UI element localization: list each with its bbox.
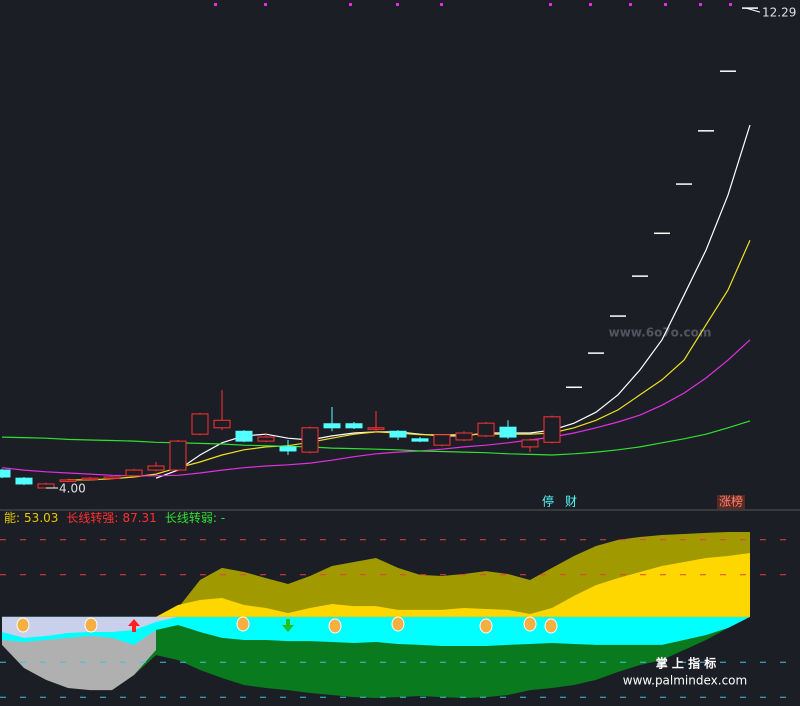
hand-icon	[84, 617, 98, 633]
signal-dot	[396, 3, 399, 6]
watermark: www.6o7o.com	[609, 326, 712, 340]
candle-body	[0, 469, 11, 478]
candle-body	[213, 419, 231, 429]
candle-body	[521, 439, 539, 448]
watermark: www.palmindex.com	[623, 674, 747, 688]
signal-dot	[629, 3, 632, 6]
signal-dot	[549, 3, 552, 6]
labels: 12.29 4.00 停财 涨榜能: 53.03 长线转强: 87.31 长线转弱: - 掌 上 …	[4, 6, 796, 688]
hand-icon	[544, 618, 558, 634]
candle-body	[169, 440, 187, 471]
indicator-area	[156, 553, 750, 617]
candle-body	[279, 446, 297, 452]
moving-average-line	[155, 124, 751, 479]
candle-body	[367, 427, 385, 430]
candle-body	[37, 483, 55, 489]
indicator-value: 53.03	[24, 511, 58, 525]
signal-label: 涨榜	[719, 494, 743, 509]
indicator-name: 能:	[4, 511, 20, 525]
top-signal-dots	[214, 3, 732, 6]
price-panel: www.6o7o.com	[0, 7, 761, 489]
candle-body	[103, 476, 121, 480]
signal-icons	[16, 616, 558, 634]
hand-icon	[16, 617, 30, 633]
hand-icon	[479, 618, 493, 634]
hand-icon	[236, 616, 250, 632]
indicator-header: 能: 53.03 长线转强: 87.31 长线转弱: -	[4, 510, 225, 525]
candle-body	[543, 416, 561, 443]
candle-body	[125, 469, 143, 477]
candle-body	[345, 423, 363, 429]
candle-body	[257, 436, 275, 442]
candle-body	[301, 427, 319, 453]
min-price-label: 4.00	[59, 482, 86, 496]
watermark: 掌 上 指 标	[656, 656, 717, 671]
candle-body	[389, 430, 407, 438]
candle-body	[499, 426, 517, 438]
signal-badge	[717, 495, 745, 509]
candle-body	[81, 477, 99, 481]
max-arrow	[745, 7, 761, 13]
up-arrow	[128, 619, 140, 632]
signal-dot	[440, 3, 443, 6]
signal-dot	[664, 3, 667, 6]
signal-label: 停	[542, 494, 554, 509]
indicator-name: 长线转强:	[66, 510, 118, 525]
indicator-value: 87.31	[122, 511, 156, 525]
candle-body	[433, 434, 451, 446]
signal-dot	[589, 3, 592, 6]
signal-dot	[264, 3, 267, 6]
candle-body	[191, 413, 209, 435]
indicator-name: 长线转弱:	[165, 510, 217, 525]
indicator-value: -	[221, 511, 225, 525]
candle-body	[235, 430, 253, 442]
candle-body	[477, 422, 495, 437]
signal-dot	[214, 3, 217, 6]
hand-icon	[391, 616, 405, 632]
candle-body	[15, 477, 33, 485]
candle-body	[147, 465, 165, 471]
max-price-label: 12.29	[762, 6, 796, 20]
candle-body	[323, 423, 341, 429]
candle-body	[455, 432, 473, 441]
signal-dot	[699, 3, 702, 6]
down-arrow	[282, 619, 294, 632]
hand-icon	[523, 616, 537, 632]
indicator-area	[2, 616, 750, 646]
signal-label: 财	[565, 495, 577, 509]
hand-icon	[328, 618, 342, 634]
candle-body	[59, 479, 77, 482]
candle-body	[411, 438, 429, 442]
moving-average-line	[1, 420, 751, 456]
indicator-panel	[0, 532, 800, 698]
signal-dot	[349, 3, 352, 6]
signal-dot	[729, 3, 732, 6]
